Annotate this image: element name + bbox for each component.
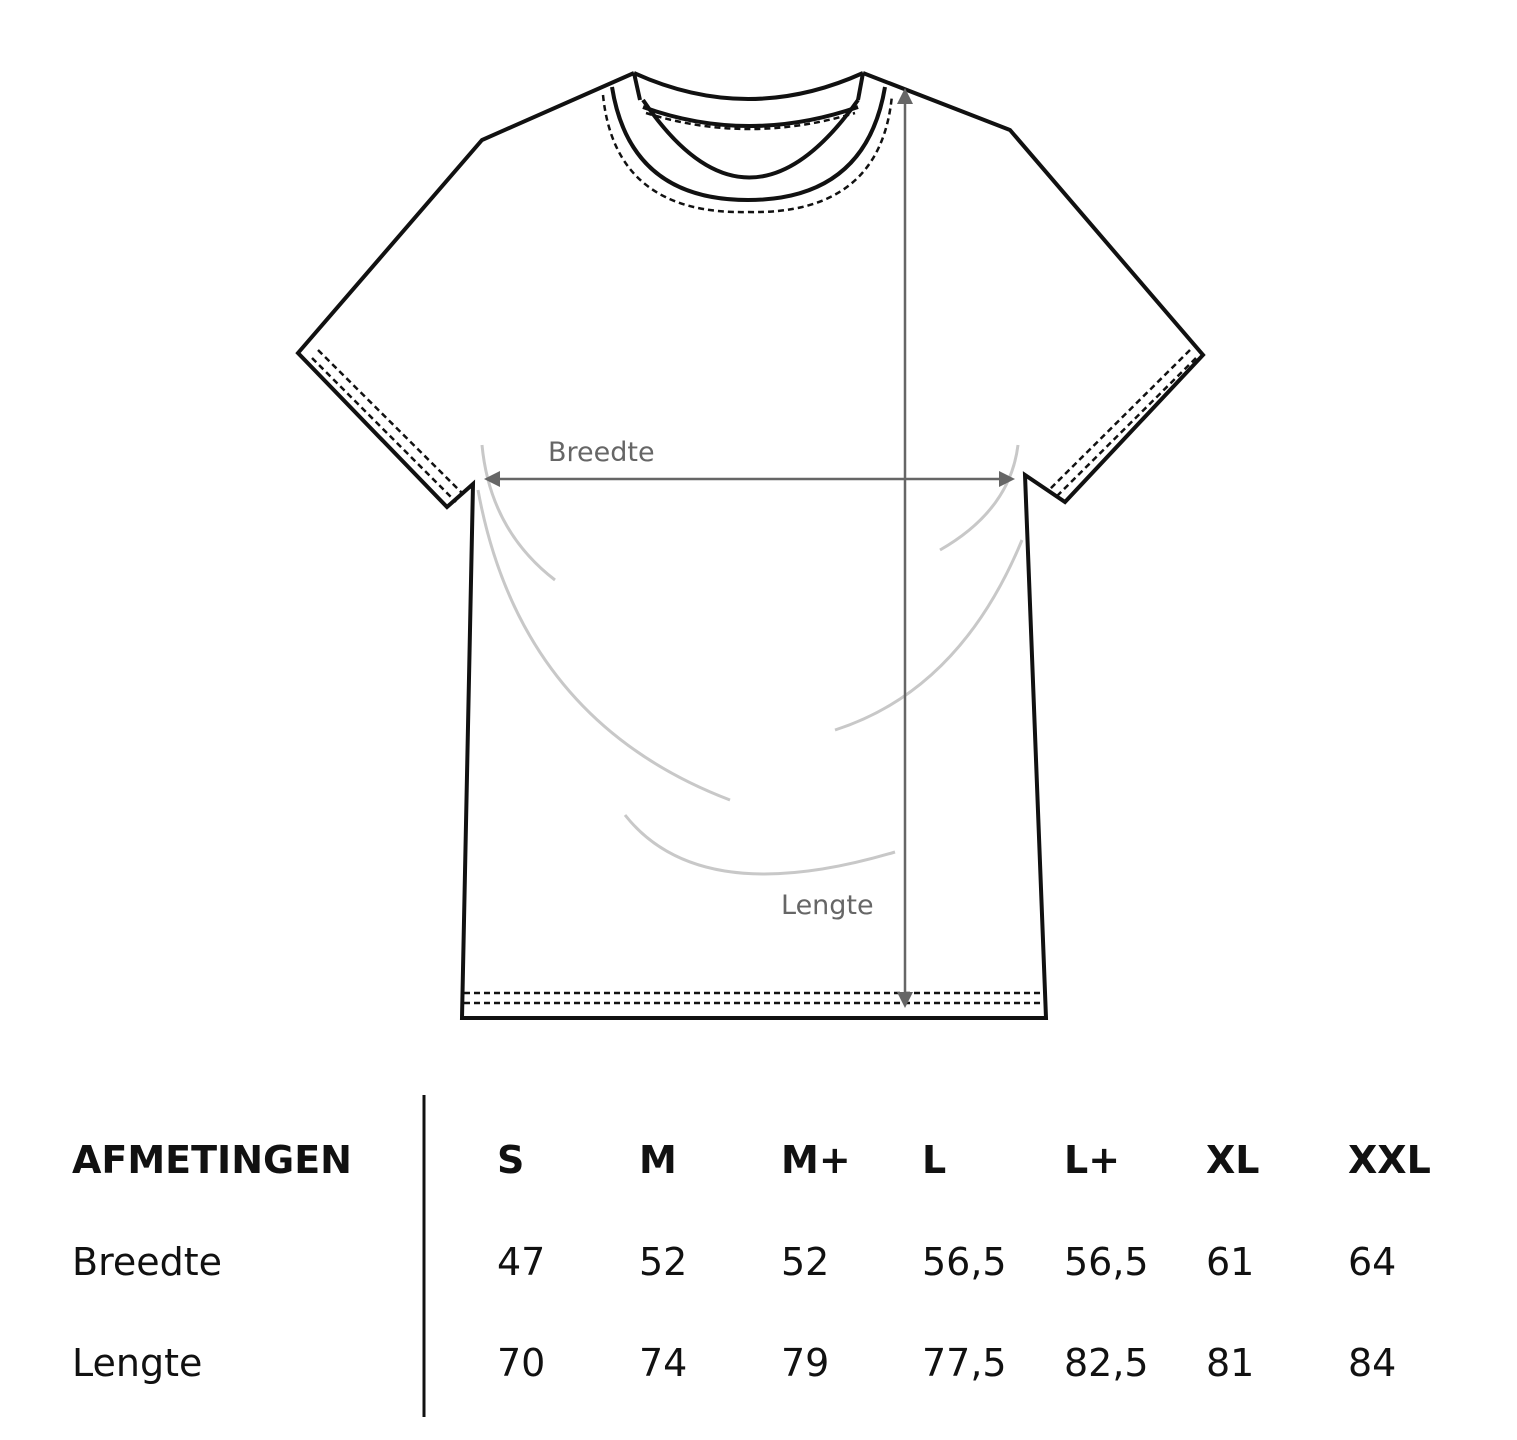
row-label: Breedte bbox=[72, 1240, 223, 1284]
arrow-head-up-icon bbox=[897, 88, 913, 104]
size-header: XXL bbox=[1348, 1138, 1431, 1182]
fold-line bbox=[834, 539, 1024, 732]
collar-link-right bbox=[856, 72, 865, 101]
table-cell: 84 bbox=[1348, 1341, 1397, 1385]
table-cell: 52 bbox=[639, 1240, 688, 1284]
collar-link-left bbox=[632, 72, 642, 101]
table-cell: 82,5 bbox=[1064, 1341, 1149, 1385]
size-header: XL bbox=[1206, 1138, 1260, 1182]
table-cell: 56,5 bbox=[1064, 1240, 1149, 1284]
back-neckline bbox=[633, 71, 864, 101]
size-header: M bbox=[639, 1138, 677, 1182]
row-label: Lengte bbox=[72, 1341, 203, 1385]
table-cell: 74 bbox=[639, 1341, 688, 1385]
fold-line bbox=[476, 489, 731, 802]
table-cell: 79 bbox=[781, 1341, 830, 1385]
table-cell: 70 bbox=[497, 1341, 546, 1385]
length-label: Lengte bbox=[781, 890, 874, 921]
size-header: L+ bbox=[1064, 1138, 1121, 1182]
collar-outer bbox=[610, 86, 887, 203]
fold-line bbox=[480, 444, 556, 582]
collar-stitch-outer bbox=[601, 94, 894, 214]
sleeve-stitch-right-1 bbox=[1047, 349, 1191, 492]
sleeve-stitch-left-2 bbox=[311, 357, 457, 503]
arrow-head-left-icon bbox=[484, 471, 500, 487]
fold-line bbox=[939, 444, 1020, 552]
collar-inner-top bbox=[642, 105, 859, 128]
table-cell: 77,5 bbox=[922, 1341, 1007, 1385]
collar-inner bbox=[641, 98, 860, 180]
table-cell: 52 bbox=[781, 1240, 830, 1284]
shirt-outline bbox=[295, 71, 1206, 1020]
fold-line bbox=[623, 814, 896, 876]
arrow-head-right-icon bbox=[999, 471, 1015, 487]
size-header: L bbox=[922, 1138, 947, 1182]
table-title: AFMETINGEN bbox=[72, 1138, 352, 1182]
size-header: M+ bbox=[781, 1138, 851, 1182]
table-cell: 56,5 bbox=[922, 1240, 1007, 1284]
table-cell: 61 bbox=[1206, 1240, 1255, 1284]
sleeve-stitch-left-1 bbox=[317, 349, 464, 495]
sleeve-stitch-right-2 bbox=[1054, 357, 1197, 499]
collar-stitch-inner bbox=[645, 111, 856, 131]
table-cell: 81 bbox=[1206, 1341, 1255, 1385]
table-cell: 64 bbox=[1348, 1240, 1397, 1284]
width-label: Breedte bbox=[548, 437, 655, 468]
table-cell: 47 bbox=[497, 1240, 546, 1284]
arrow-head-down-icon bbox=[897, 992, 913, 1008]
size-header: S bbox=[497, 1138, 525, 1182]
